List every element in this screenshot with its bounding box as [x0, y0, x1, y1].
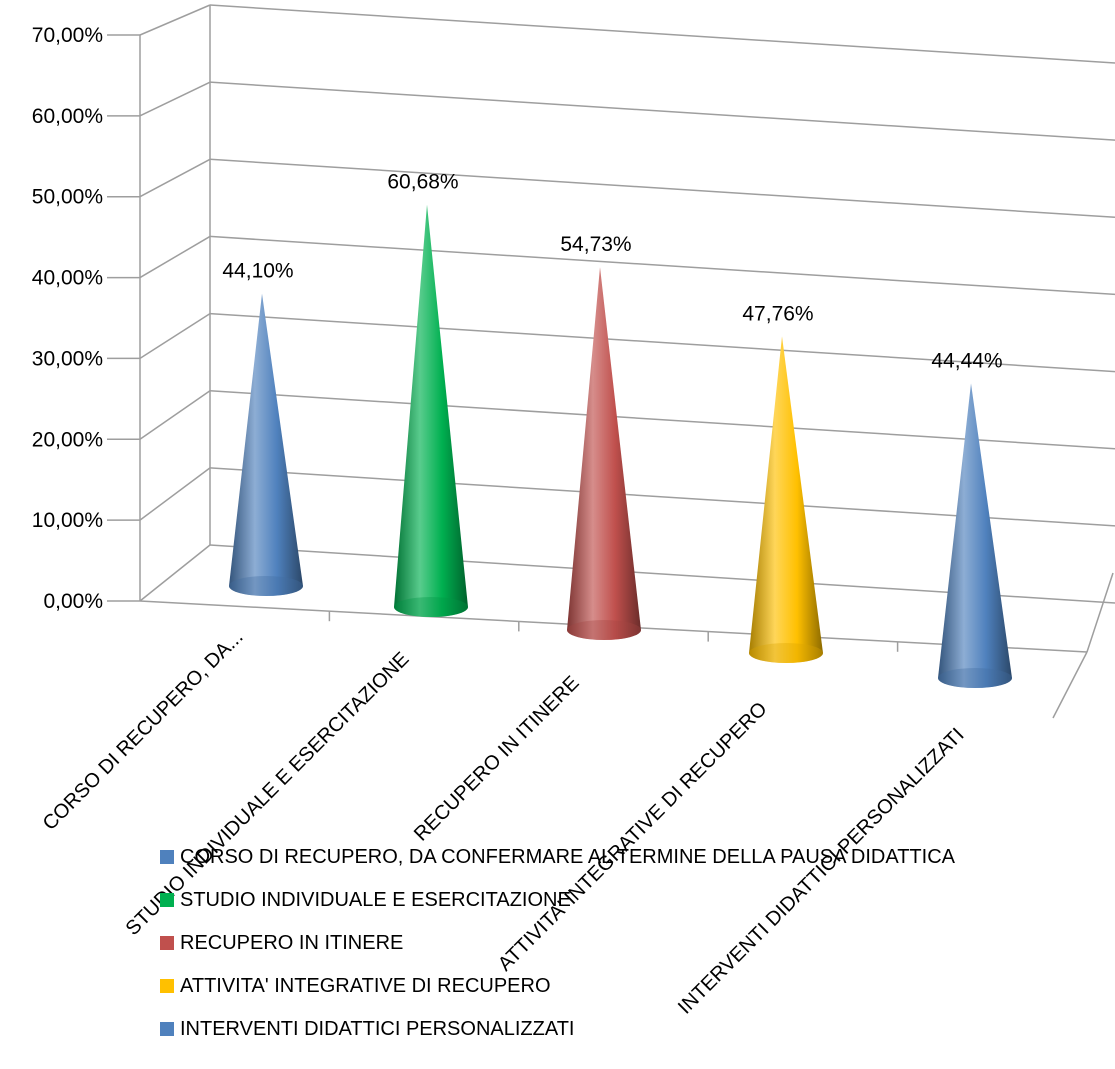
gridline-back [209, 235, 1115, 296]
legend-swatch [160, 979, 174, 993]
legend-label: ATTIVITA' INTEGRATIVE DI RECUPERO [180, 975, 551, 997]
gridline-side [139, 544, 211, 602]
y-tick-label: 60,00% [32, 105, 103, 128]
gridline-side [139, 4, 211, 36]
data-label: 44,44% [931, 349, 1002, 372]
legend: CORSO DI RECUPERO, DA CONFERMARE AL TERM… [160, 846, 956, 1040]
y-tick-label: 20,00% [32, 428, 103, 451]
y-tick-label: 70,00% [32, 24, 103, 47]
gridline-side [139, 390, 211, 440]
cone-base [229, 576, 303, 596]
data-label: 60,68% [387, 171, 458, 194]
legend-swatch [160, 936, 174, 950]
y-tick-label: 0,00% [43, 590, 103, 613]
cone-bar [229, 293, 303, 596]
legend-item: ATTIVITA' INTEGRATIVE DI RECUPERO [160, 975, 551, 997]
cone-base [938, 668, 1012, 688]
grid-layer [139, 4, 1115, 604]
cone-bar [749, 336, 823, 663]
cone-base [749, 643, 823, 663]
cone-bar [567, 267, 641, 640]
gridline-side [139, 467, 211, 521]
data-label: 44,10% [222, 260, 293, 283]
legend-item: RECUPERO IN ITINERE [160, 932, 403, 954]
legend-swatch [160, 850, 174, 864]
legend-label: CORSO DI RECUPERO, DA CONFERMARE AL TERM… [180, 846, 956, 868]
x-category-label: CORSO DI RECUPERO, DA... [39, 626, 248, 835]
legend-item: INTERVENTI DIDATTICI PERSONALIZZATI [160, 1018, 574, 1040]
legend-item: CORSO DI RECUPERO, DA CONFERMARE AL TERM… [160, 846, 956, 868]
cone-bar [938, 383, 1012, 688]
data-label: 54,73% [560, 233, 631, 256]
gridline-side [139, 312, 211, 360]
gridline-side [139, 235, 211, 279]
cone-layer [229, 204, 1012, 688]
cone-base [394, 597, 468, 617]
x-category-label: RECUPERO IN ITINERE [410, 672, 583, 845]
cone-bar [394, 204, 468, 617]
y-tick-label: 10,00% [32, 509, 103, 532]
label-layer: 0,00% 10,00% 20,00% 30,00% 40,00% 50,00% 60,00… [32, 24, 1003, 1018]
floor-right-edge [1086, 572, 1114, 653]
y-tick-label: 50,00% [32, 186, 103, 209]
data-label: 47,76% [742, 302, 813, 325]
gridline-side [139, 81, 211, 117]
cone-base [567, 620, 641, 640]
gridline-back [209, 312, 1115, 373]
legend-item: STUDIO INDIVIDUALE E ESERCITAZIONE [160, 889, 571, 911]
y-tick-label: 40,00% [32, 267, 103, 290]
gridline-back [209, 4, 1115, 64]
legend-label: STUDIO INDIVIDUALE E ESERCITAZIONE [180, 889, 571, 911]
gridline-back [209, 158, 1115, 219]
x-category-label: ATTIVITA' INTEGRATIVE DI RECUPERO [494, 698, 772, 976]
gridline-back [209, 389, 1115, 450]
gridline-side [139, 158, 211, 198]
legend-label: RECUPERO IN ITINERE [180, 932, 403, 954]
x-category-label: INTERVENTI DIDATTICI PERSONALIZZATI [674, 724, 968, 1018]
legend-swatch [160, 893, 174, 907]
y-tick-label: 30,00% [32, 347, 103, 370]
legend-swatch [160, 1022, 174, 1036]
legend-label: INTERVENTI DIDATTICI PERSONALIZZATI [180, 1018, 574, 1040]
floor-corner-edge [1052, 651, 1088, 719]
gridline-back [209, 81, 1115, 141]
